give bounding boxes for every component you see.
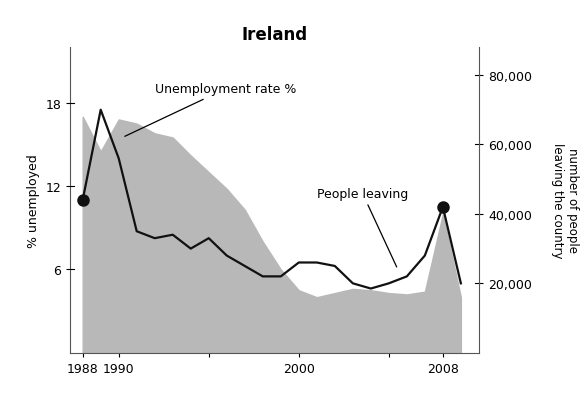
Text: Unemployment rate %: Unemployment rate % — [125, 83, 296, 137]
Y-axis label: % unemployed: % unemployed — [27, 154, 40, 247]
Text: People leaving: People leaving — [317, 187, 408, 267]
Y-axis label: number of people
leaving the country: number of people leaving the country — [551, 143, 579, 258]
Title: Ireland: Ireland — [241, 26, 308, 44]
